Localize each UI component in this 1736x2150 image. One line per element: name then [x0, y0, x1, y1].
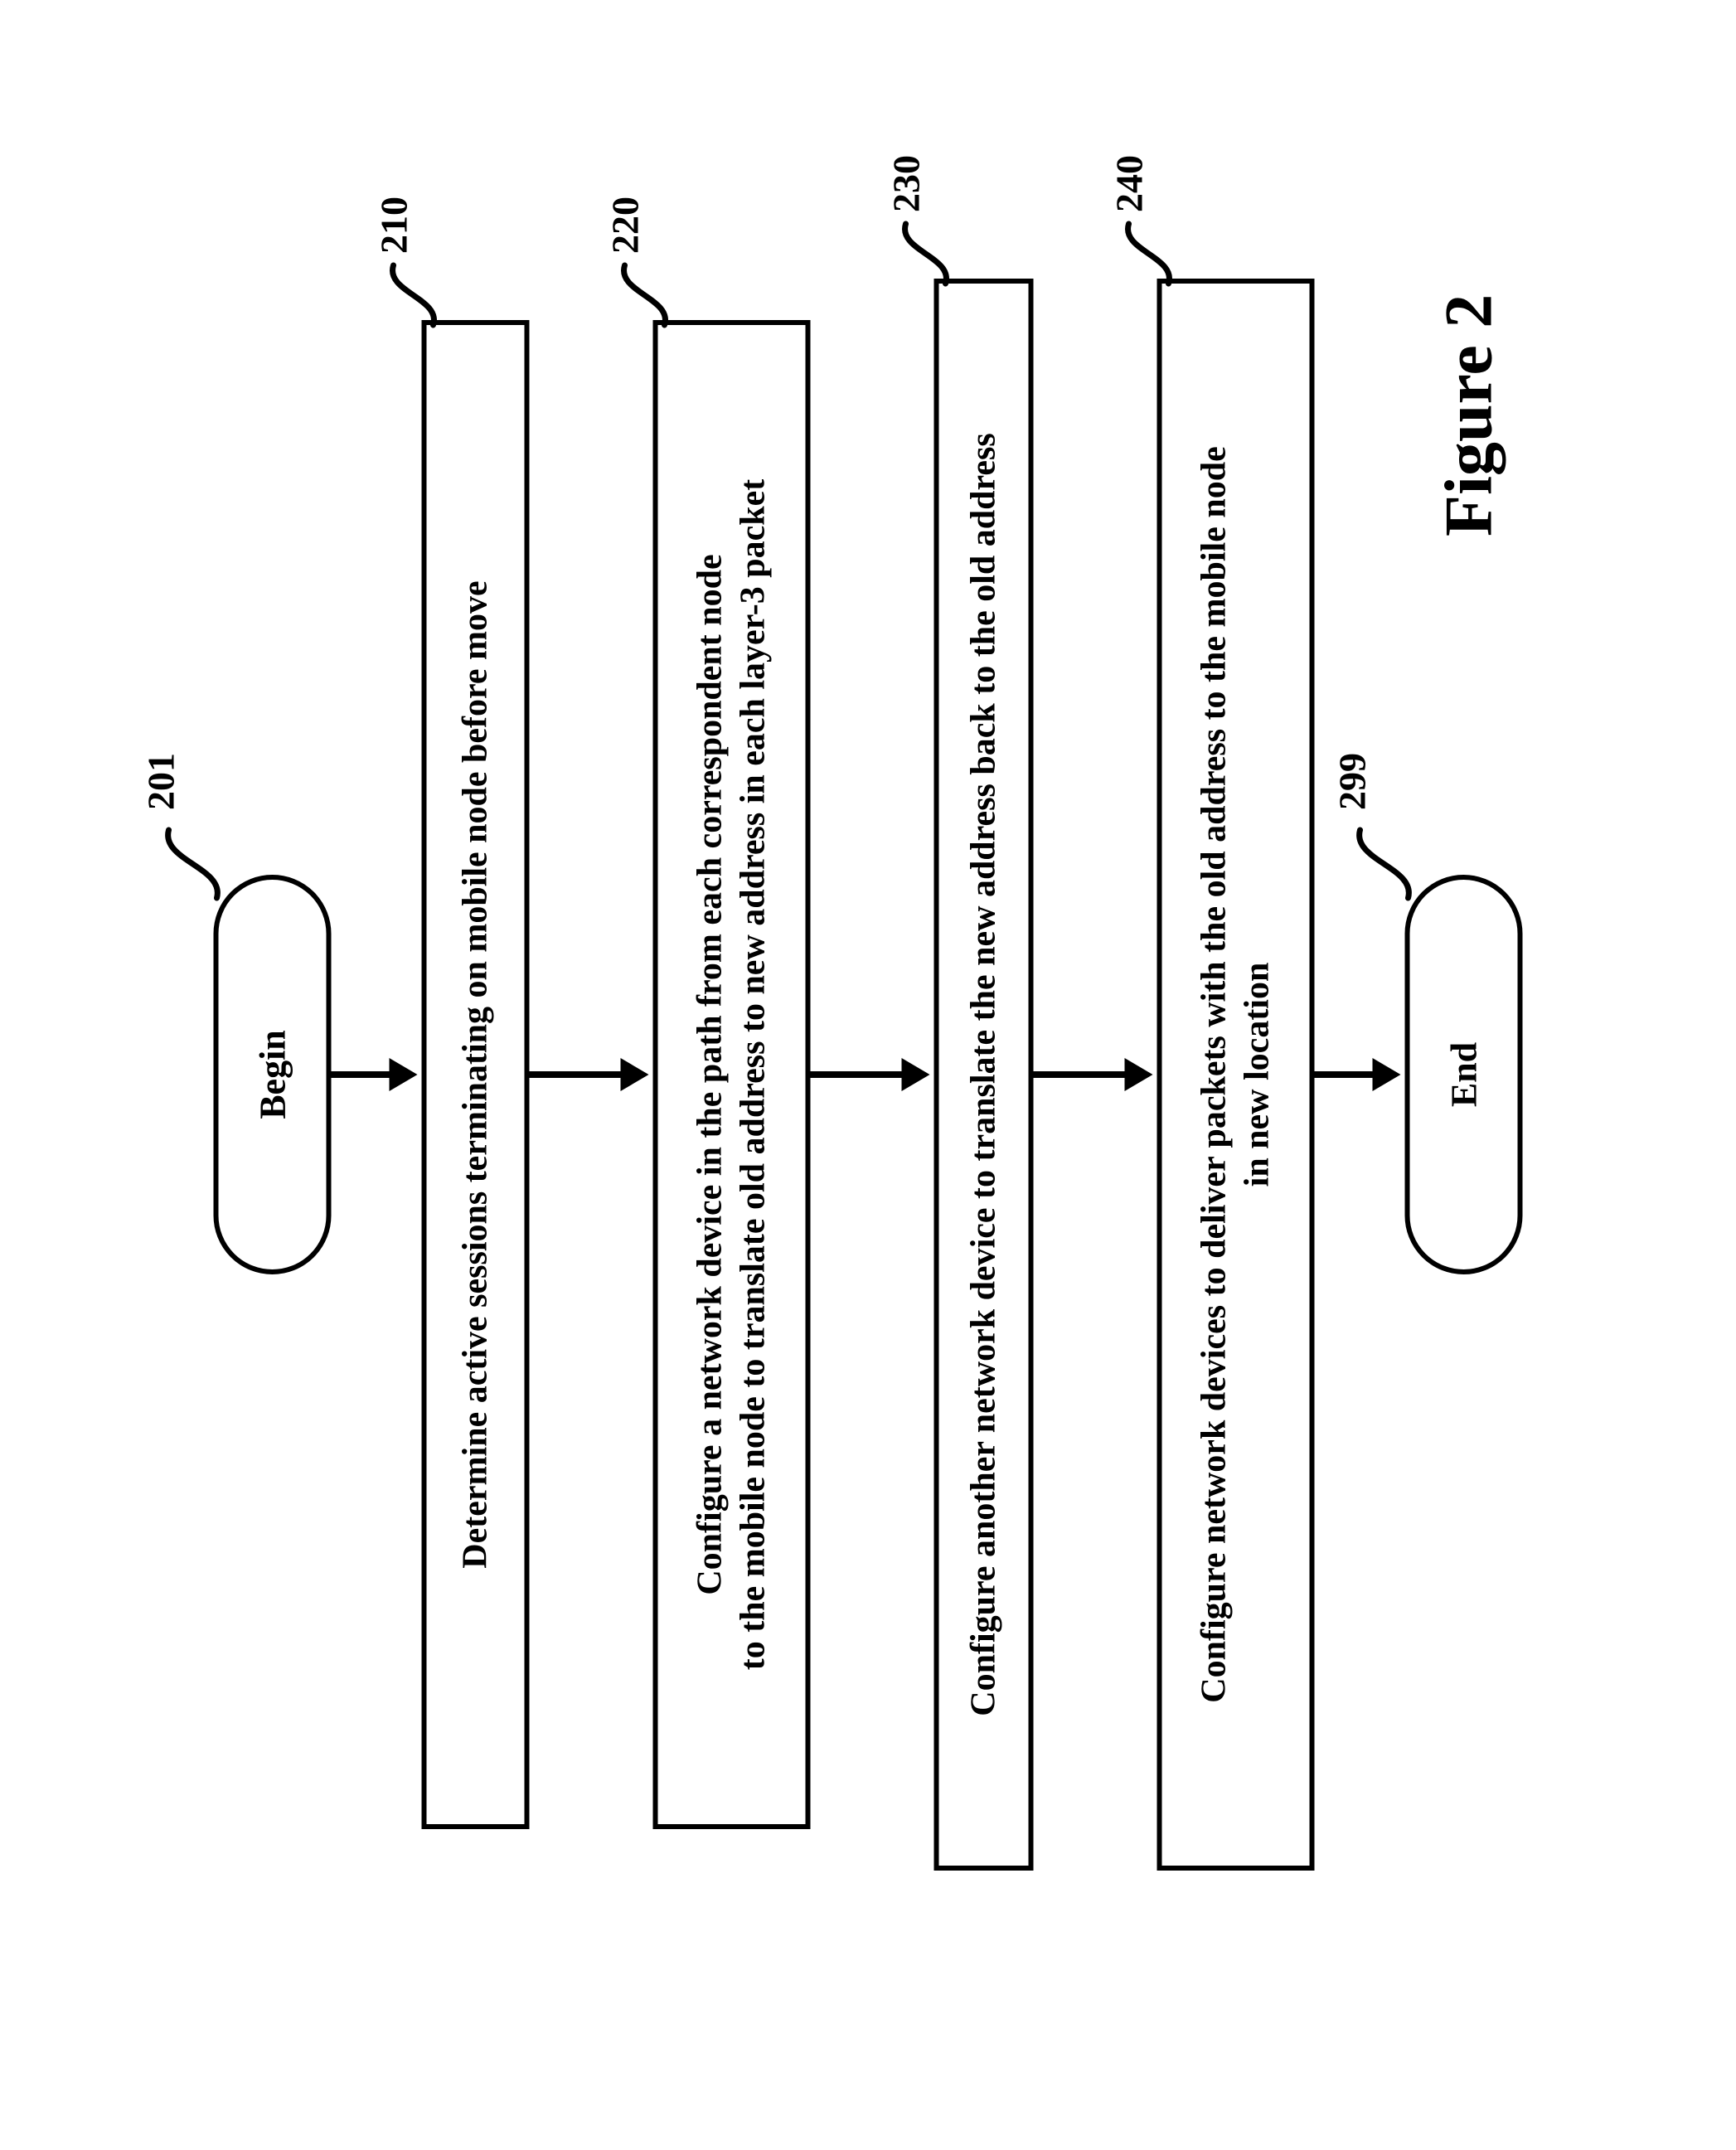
- step-text: Configure network devices to deliver pac…: [1192, 446, 1279, 1702]
- connector: [1034, 1058, 1157, 1091]
- step-box: Configure network devices to deliver pac…: [1157, 279, 1315, 1871]
- ref-240: 240: [1108, 155, 1152, 212]
- arrow-down-icon: [811, 1058, 930, 1091]
- step-240-wrap: Configure network devices to deliver pac…: [1157, 279, 1315, 1871]
- leader-line-icon: [1124, 221, 1174, 287]
- ref-210: 210: [372, 197, 416, 254]
- arrow-down-icon: [1315, 1058, 1401, 1091]
- arrow-down-icon: [530, 1058, 649, 1091]
- begin-label: Begin: [251, 1030, 293, 1119]
- ref-220: 220: [604, 197, 647, 254]
- connector: [811, 1058, 934, 1091]
- step-text: Configure a network device in the path f…: [688, 479, 775, 1671]
- diagram-canvas: Begin201 Determine active sessions termin…: [214, 279, 1523, 1871]
- connector: [530, 1058, 653, 1091]
- leader-line-icon: [620, 262, 670, 328]
- arrow-down-icon: [332, 1058, 418, 1091]
- leader-line-icon: [1355, 827, 1414, 901]
- leader-line-icon: [389, 262, 439, 328]
- connector: [1315, 1058, 1405, 1091]
- end-label: End: [1443, 1042, 1485, 1107]
- connector: [332, 1058, 422, 1091]
- ref-201: 201: [139, 753, 183, 810]
- end-terminal-wrap: End299Figure 2: [1405, 875, 1523, 1274]
- step-box: Configure another network device to tran…: [934, 279, 1034, 1871]
- ref-230: 230: [885, 155, 929, 212]
- step-box: Determine active sessions terminating on…: [422, 320, 530, 1829]
- begin-terminal-wrap: Begin201: [214, 875, 332, 1274]
- step-220-wrap: Configure a network device in the path f…: [653, 320, 811, 1829]
- step-text: Configure another network device to tran…: [962, 433, 1006, 1716]
- figure-title: Figure 2: [1430, 294, 1508, 536]
- step-230-wrap: Configure another network device to tran…: [934, 279, 1034, 1871]
- flowchart: Begin201 Determine active sessions termin…: [214, 279, 1523, 1871]
- end-terminal: End: [1405, 875, 1523, 1274]
- step-text: Determine active sessions terminating on…: [453, 580, 497, 1568]
- step-box: Configure a network device in the path f…: [653, 320, 811, 1829]
- leader-line-icon: [164, 827, 222, 901]
- begin-terminal: Begin: [214, 875, 332, 1274]
- ref-299: 299: [1331, 753, 1375, 810]
- arrow-down-icon: [1034, 1058, 1153, 1091]
- leader-line-icon: [901, 221, 951, 287]
- step-210-wrap: Determine active sessions terminating on…: [422, 320, 530, 1829]
